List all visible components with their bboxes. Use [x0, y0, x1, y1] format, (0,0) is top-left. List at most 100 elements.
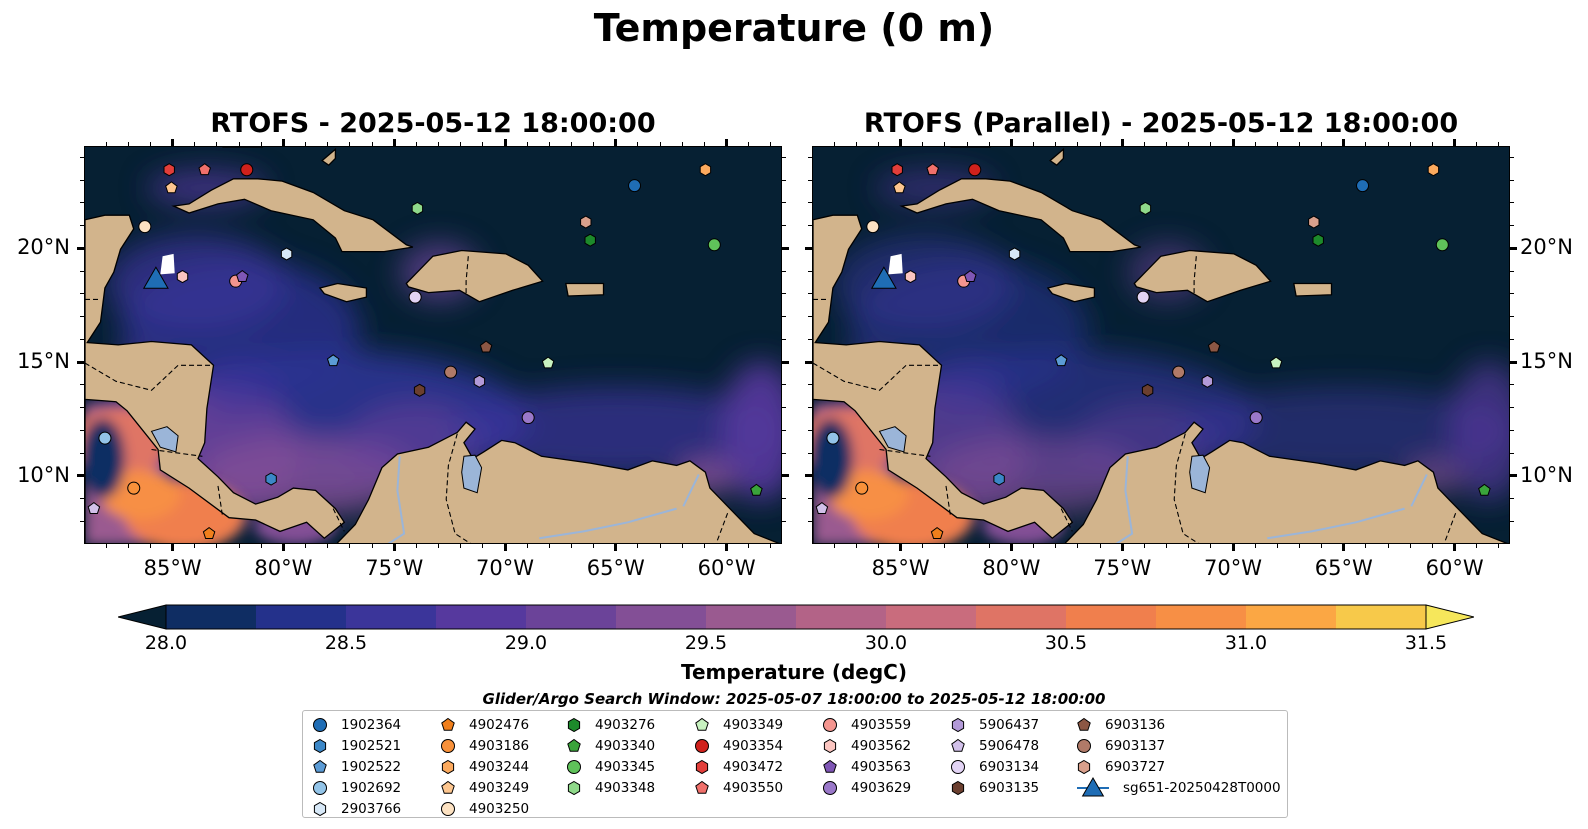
colorbar-bin [796, 605, 887, 629]
lon-minor-tick [238, 544, 240, 548]
float-hexagon-icon [567, 780, 581, 795]
float-4903550 [926, 163, 939, 176]
lat-minor-tick [782, 407, 786, 409]
float-4903562 [176, 270, 189, 284]
lon-tick [503, 544, 507, 551]
float-4902476 [202, 526, 216, 539]
lon-minor-tick [681, 544, 683, 548]
lon-minor-tick [238, 142, 240, 146]
legend-item: 1902522 [311, 756, 401, 777]
lat-tick [1510, 246, 1517, 250]
lon-minor-tick [482, 544, 484, 548]
lon-tick [614, 544, 618, 551]
legend-item-label: 4903186 [469, 737, 530, 754]
legend-item: 1902521 [311, 735, 401, 756]
legend-item: 4903244 [439, 756, 529, 777]
south-america-landmass [1064, 421, 1508, 543]
map-panel-rtofs[interactable] [84, 146, 782, 544]
float-4903472 [891, 163, 903, 177]
lon-minor-tick [1210, 544, 1212, 548]
lon-minor-tick [1055, 544, 1057, 548]
lon-minor-tick [1254, 544, 1256, 548]
lon-minor-tick [1298, 544, 1300, 548]
legend-column: 5906437 5906478 6903134 6903135 [949, 714, 1039, 798]
float-pentagon-icon [441, 717, 455, 731]
lon-minor-tick [659, 142, 661, 146]
lon-minor-tick [1476, 142, 1478, 146]
lon-minor-tick [415, 142, 417, 146]
colorbar [117, 604, 1475, 630]
legend-column: 4902476 4903186 4903244 4903249 4903250 [439, 714, 529, 819]
legend-item-label: 6903727 [1105, 758, 1166, 775]
lat-minor-tick [80, 384, 84, 386]
legend-column: 4903559 4903562 4903563 4903629 [821, 714, 911, 798]
legend-marker-icon [695, 759, 709, 774]
float-4903249 [893, 181, 906, 194]
lat-tick [805, 246, 812, 250]
lon-tick [1231, 544, 1235, 551]
lat-minor-tick [808, 270, 812, 272]
float-pentagon-icon [823, 759, 837, 773]
lat-minor-tick [80, 452, 84, 454]
colorbar-bin [706, 605, 797, 629]
lon-minor-tick [944, 142, 946, 146]
lon-minor-tick [216, 544, 218, 548]
float-4903629 [521, 411, 535, 425]
lon-minor-tick [988, 544, 990, 548]
float-4903244 [699, 163, 712, 177]
lon-minor-tick [1166, 142, 1168, 146]
float-2903766 [1008, 247, 1021, 261]
lat-tick [77, 474, 84, 478]
legend-marker-icon [567, 780, 581, 795]
lon-minor-tick [833, 142, 835, 146]
legend-column: 4903276 4903340 4903345 4903348 [565, 714, 655, 798]
legend-item-label: 1902522 [341, 758, 402, 775]
panel-title-rtofs-parallel: RTOFS (Parallel) - 2025-05-12 18:00:00 [863, 108, 1459, 139]
legend-marker-icon [823, 738, 837, 753]
map-panel-rtofs-parallel[interactable] [812, 146, 1510, 544]
colorbar-bin [346, 605, 437, 629]
lat-label-left: 15°N [17, 349, 70, 374]
legend-item: 4902476 [439, 714, 529, 735]
legend-item: sg651-20250428T0000 [1075, 775, 1281, 801]
lat-minor-tick [808, 452, 812, 454]
lon-minor-tick [1387, 544, 1389, 548]
lon-tick [1120, 139, 1124, 146]
lon-label: 60°W [1425, 556, 1484, 580]
lat-minor-tick [1510, 179, 1514, 181]
lon-minor-tick [1254, 142, 1256, 146]
country-borders [85, 256, 729, 543]
legend-item: 6903137 [1075, 735, 1281, 756]
lat-minor-tick [80, 156, 84, 158]
legend-marker-icon [441, 738, 455, 753]
float-4903629 [1249, 411, 1263, 425]
lon-tick [171, 139, 175, 146]
lat-tick [782, 246, 789, 250]
bahamas-landmass [321, 147, 337, 167]
lon-minor-tick [1365, 142, 1367, 146]
lon-minor-tick [748, 142, 750, 146]
float-pentagon-icon [441, 780, 455, 794]
lat-minor-tick [782, 498, 786, 499]
land [85, 147, 780, 543]
float-4903186 [855, 481, 869, 495]
lat-minor-tick [80, 202, 84, 204]
legend-item: 6903136 [1075, 714, 1281, 735]
lon-minor-tick [1498, 142, 1500, 146]
legend-item: 6903727 [1075, 756, 1281, 777]
float-4903349 [1269, 356, 1283, 369]
legend-item: 5906437 [949, 714, 1039, 735]
lon-tick [725, 544, 729, 551]
lon-label: 85°W [143, 556, 202, 580]
legend-item-label: 4902476 [469, 716, 530, 733]
lon-minor-tick [482, 142, 484, 146]
legend-item-label: 6903136 [1105, 716, 1166, 733]
colorbar-tick-label: 31.5 [1404, 632, 1448, 654]
lon-minor-tick [460, 544, 462, 548]
float-4903250 [866, 220, 880, 234]
lat-minor-tick [80, 407, 84, 409]
lat-minor-tick [1510, 407, 1514, 409]
legend-column: 6903136 6903137 6903727 sg651-20250428T0000 [1075, 714, 1281, 801]
legend-item-label: 6903135 [979, 779, 1040, 796]
hispaniola-landmass [405, 249, 544, 303]
